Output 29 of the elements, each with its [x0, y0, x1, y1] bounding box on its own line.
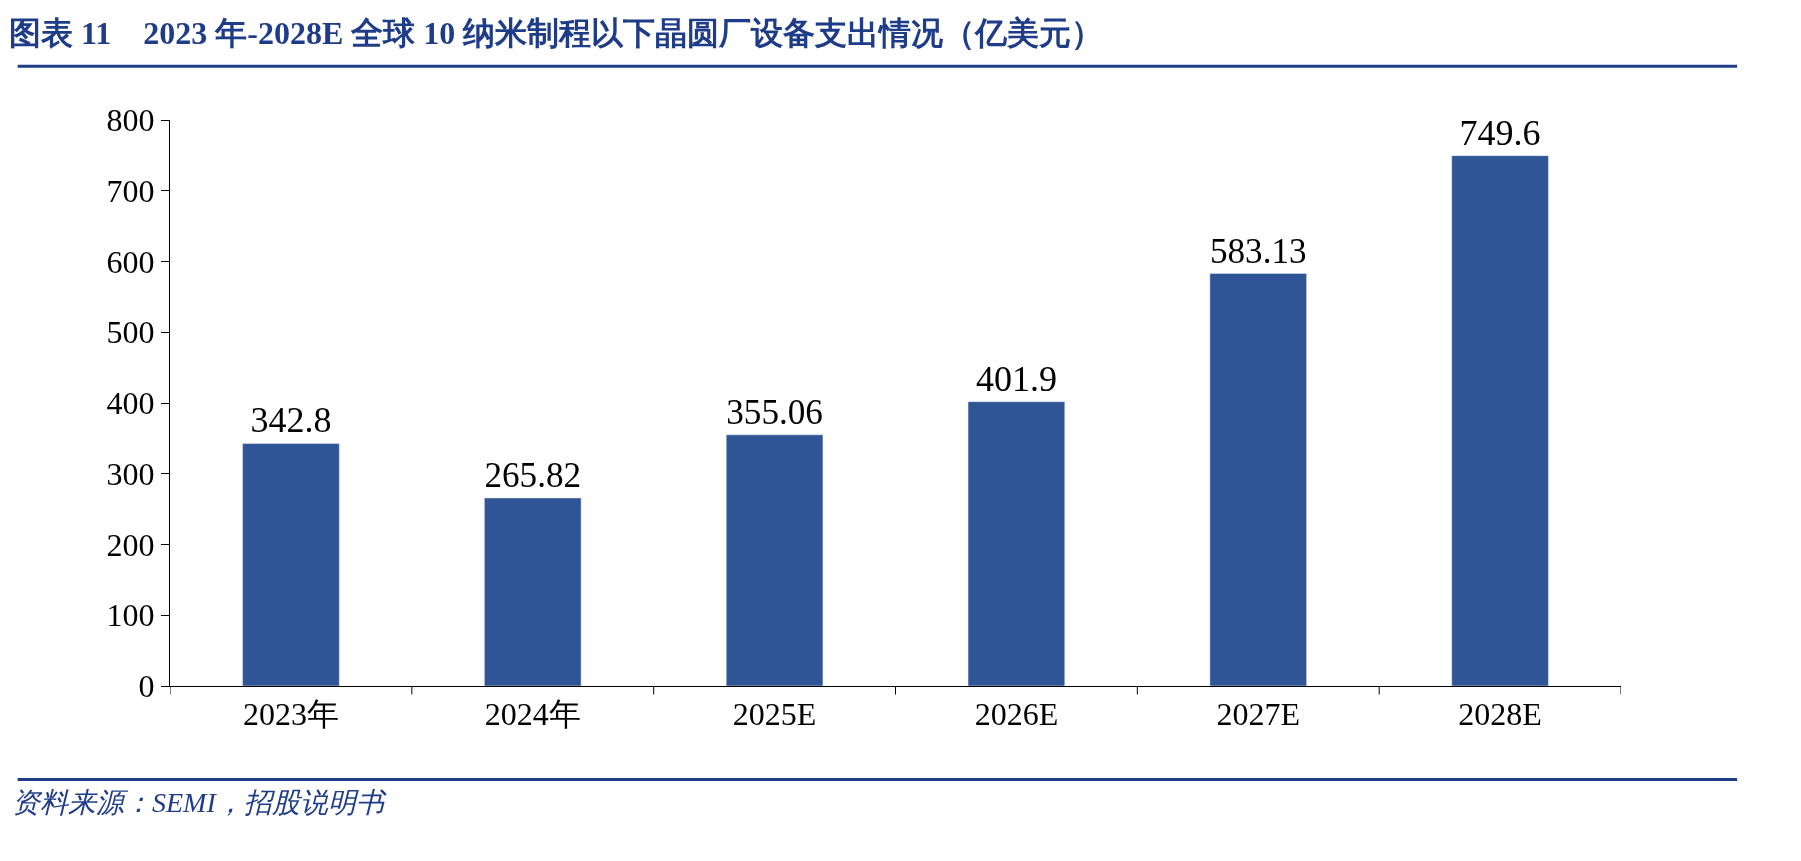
x-tick-label: 2028E — [1458, 696, 1542, 733]
bar — [1209, 273, 1307, 686]
bar — [242, 443, 340, 686]
bar — [1451, 155, 1549, 686]
y-tick-label: 300 — [106, 455, 155, 492]
x-tick-label: 2027E — [1216, 696, 1301, 733]
y-tick-label: 0 — [138, 668, 155, 705]
chart-title: 图表 11 2023 年-2028E 全球 10 纳米制程以下晶圆厂设备支出情况（亿美元） — [9, 14, 1104, 51]
bar — [725, 434, 824, 686]
bar — [484, 497, 582, 686]
data-label: 749.6 — [1459, 112, 1541, 153]
data-label: 265.82 — [484, 456, 582, 496]
x-tick-label: 2024年 — [484, 696, 581, 733]
x-tick-label: 2023年 — [242, 696, 339, 733]
y-tick-label: 400 — [106, 385, 155, 422]
y-tick-label: 700 — [106, 172, 155, 209]
data-label: 401.9 — [975, 358, 1057, 399]
x-tick-label: 2025E — [732, 696, 817, 733]
y-tick-label: 800 — [106, 102, 155, 139]
y-tick-label: 600 — [106, 243, 155, 280]
y-tick-label: 500 — [106, 314, 155, 351]
x-tick-label: 2026E — [974, 696, 1059, 733]
data-label: 342.8 — [250, 400, 332, 441]
y-tick-label: 200 — [106, 526, 155, 563]
y-tick-label: 100 — [106, 597, 155, 634]
data-label: 583.13 — [1209, 231, 1307, 271]
text: 资料来源：SEMI，招股说明书 — [12, 787, 387, 818]
data-label: 355.06 — [726, 392, 823, 432]
bar — [967, 401, 1066, 686]
